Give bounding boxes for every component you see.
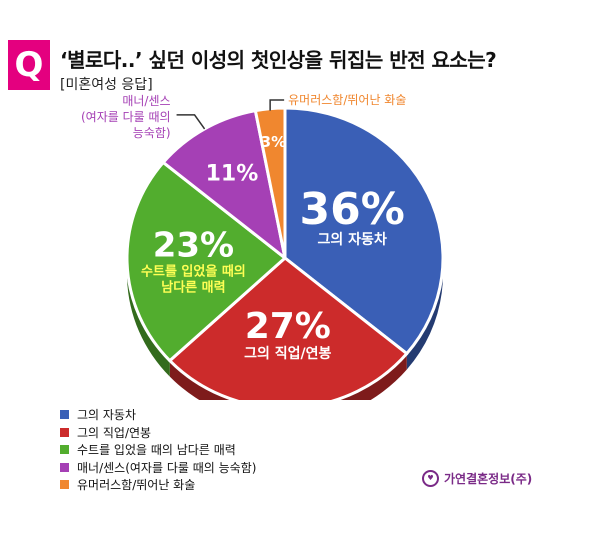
value-label: 36% <box>300 184 405 235</box>
callout-label: (여자를 다룰 때의 <box>81 110 171 124</box>
legend-item: 유머러스함/뛰어난 화술 <box>60 476 256 494</box>
slice-label: 수트를 입었을 때의 <box>141 264 246 280</box>
slice-label: 그의 직업/연봉 <box>244 345 331 362</box>
pie-slice <box>161 109 287 260</box>
legend-label: 매너/센스(여자를 다룰 때의 능숙함) <box>77 460 257 475</box>
callout-label: 능숙함) <box>133 126 171 140</box>
chart-title: ‘별로다..’ 싶던 이성의 첫인상을 뒤집는 반전 요소는? <box>60 48 497 72</box>
value-label: 11% <box>206 161 259 186</box>
heart-circle-icon: ♥ <box>422 470 439 487</box>
pie-slice <box>168 256 409 400</box>
legend-item: 수트를 입었을 때의 남다른 매력 <box>60 441 256 459</box>
value-label: 23% <box>153 226 234 266</box>
callout-label: 유머러스함/뛰어난 화술 <box>288 93 406 107</box>
legend-label: 수트를 입었을 때의 남다른 매력 <box>77 443 236 458</box>
pie-slice <box>125 160 287 363</box>
legend-item: 그의 직업/연봉 <box>60 424 256 442</box>
legend-swatch <box>60 427 69 437</box>
slice-label: 남다른 매력 <box>161 280 225 296</box>
legend-item: 그의 자동차 <box>60 406 256 424</box>
legend-swatch <box>60 480 69 490</box>
legend-item: 매너/센스(여자를 다룰 때의 능숙함) <box>60 459 256 477</box>
source-credit: ♥ 가연결혼정보(주) <box>422 470 532 487</box>
legend-swatch <box>60 462 69 472</box>
source-text: 가연결혼정보(주) <box>444 472 533 486</box>
legend-label: 그의 자동차 <box>77 408 137 423</box>
callout-line <box>176 114 206 130</box>
pie-slice-side <box>169 353 407 400</box>
legend-swatch <box>60 410 69 420</box>
q-badge: Q <box>8 40 50 90</box>
legend-label: 그의 직업/연봉 <box>77 425 152 440</box>
slice-label: 그의 자동차 <box>318 231 387 248</box>
callout-label: 매너/센스 <box>122 94 170 108</box>
value-label: 27% <box>245 306 331 347</box>
legend-label: 유머러스함/뛰어난 화술 <box>77 478 196 493</box>
chart-subtitle: [미혼여성 응답] <box>60 77 153 93</box>
pie-slice <box>283 106 445 356</box>
legend-swatch <box>60 445 69 455</box>
value-label: 3% <box>261 133 286 151</box>
callout-line <box>269 99 285 111</box>
